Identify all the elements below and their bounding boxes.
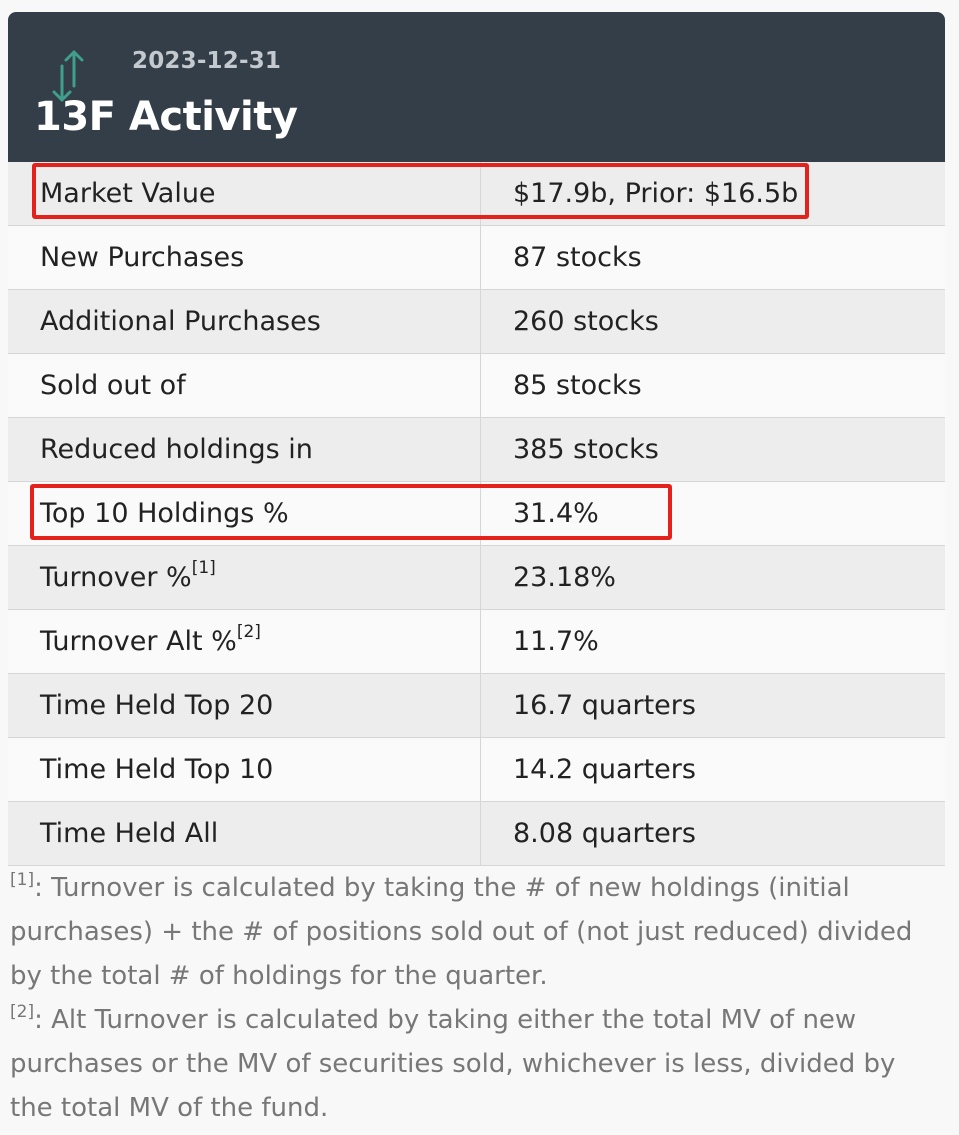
row-value: 23.18% <box>480 545 945 610</box>
table-row: Additional Purchases 260 stocks <box>8 289 945 354</box>
card-title: 13F Activity <box>34 94 298 140</box>
row-label-text: Turnover % <box>40 562 192 593</box>
row-label-text: Market Value <box>40 178 216 209</box>
footnote-text: : Alt Turnover is calculated by taking e… <box>10 1005 896 1123</box>
table-row: Time Held Top 20 16.7 quarters <box>8 673 945 738</box>
footnote-text: : Turnover is calculated by taking the #… <box>10 873 913 991</box>
row-value: $17.9b, Prior: $16.5b <box>480 162 945 226</box>
row-label: Top 10 Holdings % <box>8 481 481 546</box>
report-date: 2023-12-31 <box>132 48 282 74</box>
footnote-ref[interactable]: [2] <box>236 622 261 642</box>
row-label-text: Top 10 Holdings % <box>40 498 289 529</box>
row-label-text: New Purchases <box>40 242 245 273</box>
up-down-arrows-icon <box>52 50 84 102</box>
row-label: Time Held Top 10 <box>8 737 481 802</box>
table-row: Sold out of 85 stocks <box>8 353 945 418</box>
activity-table: Market Value $17.9b, Prior: $16.5b New Pur… <box>8 162 945 866</box>
footnote-mark: [2] <box>10 1002 35 1022</box>
row-label-text: Time Held All <box>40 818 219 849</box>
footnote-1: [1]: Turnover is calculated by taking th… <box>10 866 940 998</box>
row-label-text: Time Held Top 20 <box>40 690 274 721</box>
row-label: Time Held All <box>8 801 481 866</box>
row-label: New Purchases <box>8 225 481 290</box>
table-row: Time Held All 8.08 quarters <box>8 801 945 866</box>
table-row: New Purchases 87 stocks <box>8 225 945 290</box>
row-value: 31.4% <box>480 481 945 546</box>
row-label-text: Time Held Top 10 <box>40 754 274 785</box>
row-value: 85 stocks <box>480 353 945 418</box>
row-label: Reduced holdings in <box>8 417 481 482</box>
row-value: 385 stocks <box>480 417 945 482</box>
row-label-text: Additional Purchases <box>40 306 321 337</box>
row-label: Additional Purchases <box>8 289 481 354</box>
table-row: Turnover %[1] 23.18% <box>8 545 945 610</box>
row-value: 16.7 quarters <box>480 673 945 738</box>
table-row: Reduced holdings in 385 stocks <box>8 417 945 482</box>
row-label-text: Reduced holdings in <box>40 434 313 465</box>
row-value: 14.2 quarters <box>480 737 945 802</box>
row-label: Turnover Alt %[2] <box>8 609 481 674</box>
row-label: Turnover %[1] <box>8 545 481 610</box>
row-label: Sold out of <box>8 353 481 418</box>
row-label: Time Held Top 20 <box>8 673 481 738</box>
table-row: Top 10 Holdings % 31.4% <box>8 481 945 546</box>
footnote-mark: [1] <box>10 870 35 890</box>
table-row: Turnover Alt %[2] 11.7% <box>8 609 945 674</box>
row-label: Market Value <box>8 162 481 226</box>
row-label-text: Turnover Alt % <box>40 626 237 657</box>
row-label-text: Sold out of <box>40 370 186 401</box>
footnote-2: [2]: Alt Turnover is calculated by takin… <box>10 998 940 1130</box>
row-value: 260 stocks <box>480 289 945 354</box>
row-value: 8.08 quarters <box>480 801 945 866</box>
footnote-ref[interactable]: [1] <box>191 558 216 578</box>
footnotes: [1]: Turnover is calculated by taking th… <box>10 866 940 1130</box>
13f-activity-card: 2023-12-31 13F Activity Market Value $17.… <box>8 12 945 866</box>
table-row: Time Held Top 10 14.2 quarters <box>8 737 945 802</box>
table-row: Market Value $17.9b, Prior: $16.5b <box>8 162 945 226</box>
row-value: 87 stocks <box>480 225 945 290</box>
card-header: 2023-12-31 13F Activity <box>8 12 945 162</box>
row-value: 11.7% <box>480 609 945 674</box>
